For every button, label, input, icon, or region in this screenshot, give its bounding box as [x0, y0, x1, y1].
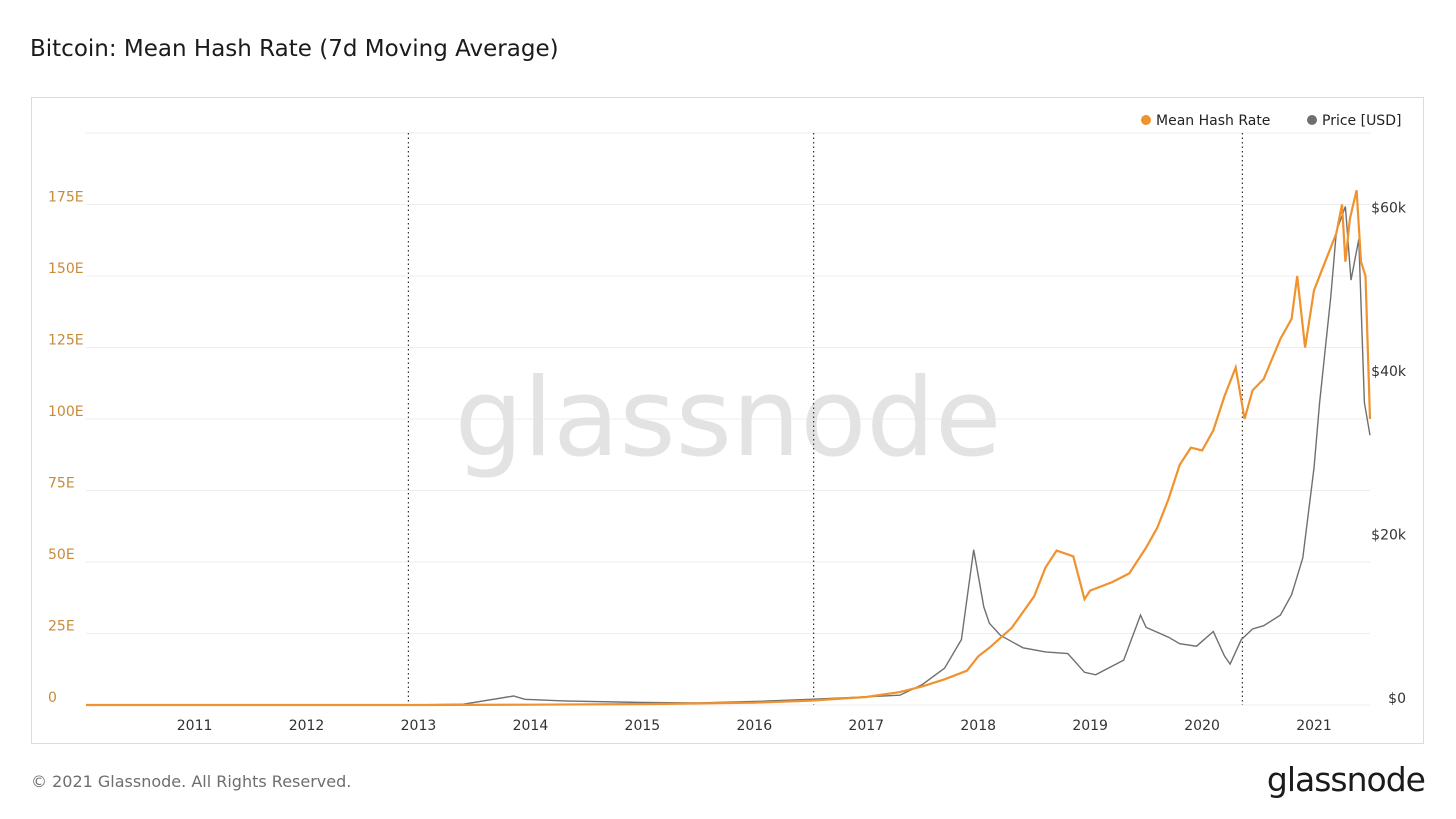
chart-title: Bitcoin: Mean Hash Rate (7d Moving Avera…: [30, 36, 559, 62]
left-axis-ticks: 0 25E 50E 75E 100E 125E 150E 175E: [48, 190, 84, 707]
x-axis-tick-label: 2012: [289, 718, 325, 734]
glassnode-logo[interactable]: glassnode: [1266, 760, 1426, 799]
x-axis-tick-label: 2021: [1296, 718, 1332, 734]
x-axis-tick-label: 2015: [625, 718, 661, 734]
right-axis-ticks: $0 $20k $40k $60k: [1371, 201, 1407, 707]
x-axis-tick-label: 2019: [1072, 718, 1108, 734]
legend-dot-price: [1307, 115, 1317, 125]
left-axis-tick-label: 50E: [48, 547, 75, 563]
copyright-footer: © 2021 Glassnode. All Rights Reserved.: [31, 772, 352, 791]
legend-label-hash-rate[interactable]: Mean Hash Rate: [1156, 113, 1270, 129]
legend-label-price[interactable]: Price [USD]: [1322, 113, 1401, 129]
left-axis-tick-label: 75E: [48, 476, 75, 492]
right-axis-tick-label: $20k: [1371, 528, 1407, 544]
legend-dot-hash-rate: [1141, 115, 1151, 125]
x-axis-tick-label: 2013: [401, 718, 437, 734]
halving-lines: [407, 133, 1243, 705]
x-axis-tick-label: 2020: [1184, 718, 1220, 734]
left-axis-tick-label: 150E: [48, 261, 84, 277]
left-axis-tick-label: 125E: [48, 333, 84, 349]
hash-rate-series-line: [86, 189, 1372, 707]
left-axis-tick-label: 175E: [48, 190, 84, 206]
left-axis-tick-label: 100E: [48, 404, 84, 420]
left-axis-tick-label: 0: [48, 690, 57, 706]
x-axis-tick-label: 2014: [513, 718, 549, 734]
right-axis-tick-label: $0: [1388, 691, 1406, 707]
right-axis-tick-label: $60k: [1371, 201, 1407, 217]
x-axis-ticks: 2011 2012 2013 2014 2015 2016 2017 2018 2019 2020…: [177, 718, 1332, 734]
x-axis-tick-label: 2011: [177, 718, 213, 734]
watermark: glassnode: [455, 356, 1002, 481]
left-axis-tick-label: 25E: [48, 619, 75, 635]
chart-frame: [31, 97, 1424, 744]
right-axis-tick-label: $40k: [1371, 364, 1407, 380]
x-axis-tick-label: 2018: [960, 718, 996, 734]
x-axis-tick-label: 2017: [848, 718, 884, 734]
x-axis-tick-label: 2016: [736, 718, 772, 734]
legend: Mean Hash Rate Price [USD]: [1141, 113, 1401, 129]
